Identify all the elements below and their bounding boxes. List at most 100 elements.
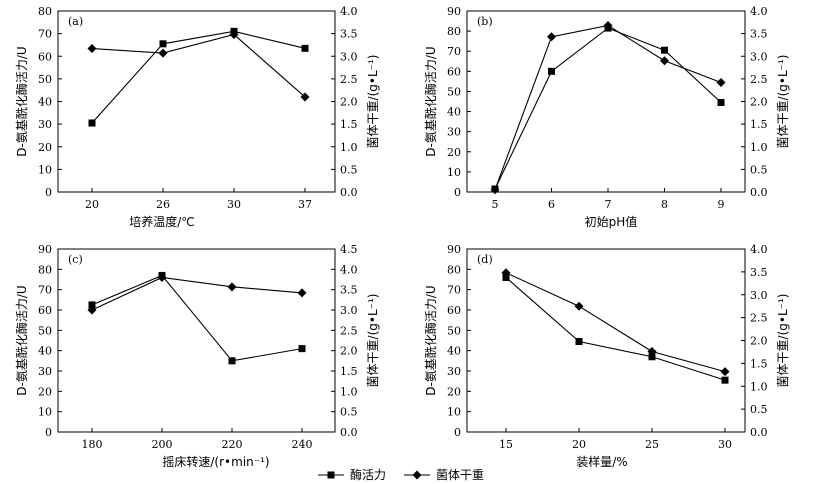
right-tick-label: 3.0: [340, 50, 358, 63]
right-tick-label: 4.0: [340, 263, 358, 276]
left-tick-label: 40: [38, 96, 52, 109]
legend-biomass-label: 菌体干重: [436, 468, 484, 482]
series-line-biomass: [494, 24, 722, 190]
panel-label: (c): [68, 253, 83, 266]
left-tick-label: 60: [447, 304, 461, 317]
x-tick-label: 9: [718, 198, 725, 211]
right-tick-label: 3.0: [750, 50, 768, 63]
left-tick-label: 30: [447, 126, 461, 139]
x-tick-label: 6: [548, 198, 555, 211]
right-tick-label: 3.5: [750, 266, 768, 279]
biomass-point: [660, 56, 669, 66]
right-tick-label: 4.0: [750, 243, 768, 256]
left-tick-label: 30: [38, 365, 52, 378]
biomass-point: [647, 346, 657, 356]
x-axis-label: 初始pH值: [585, 214, 638, 229]
left-tick-label: 0: [454, 186, 461, 199]
enzyme-point: [575, 338, 583, 346]
enzyme-point: [298, 345, 306, 353]
panel-c: 0 10 20 30 40 50 60 70 80 90 0.0 0.5 1.0 1.5 2.0 2.5 3.0…: [14, 243, 380, 469]
series-line-enzyme: [91, 30, 306, 124]
right-tick-label: 3.5: [750, 28, 768, 41]
enzyme-point: [502, 273, 510, 281]
right-tick-label: 0.5: [340, 406, 358, 419]
left-tick-label: 70: [447, 284, 461, 297]
left-tick-label: 10: [38, 163, 52, 176]
legend-enzyme-marker: [327, 471, 335, 479]
plot-frame: [57, 248, 336, 433]
x-tick-label: 7: [605, 198, 612, 211]
legend-enzyme-label: 酶活力: [350, 467, 386, 482]
left-tick-label: 50: [447, 324, 461, 337]
right-tick-label: 1.0: [750, 141, 768, 154]
legend-biomass-marker: [412, 470, 422, 480]
legend: 酶活力 菌体干重: [318, 467, 484, 482]
plot-frame: [466, 10, 746, 193]
left-tick-label: 80: [447, 25, 461, 38]
biomass-point: [87, 305, 97, 315]
series-line-enzyme: [494, 27, 722, 190]
left-tick-label: 20: [447, 385, 461, 398]
panel-b: 0 10 20 30 40 50 60 70 80 90 0.0 0.5 1.0 1.5 2.0 2.5 3.0…: [423, 5, 790, 229]
x-tick-label: 20: [572, 438, 586, 451]
right-tick-label: 1.0: [750, 380, 768, 393]
biomass-point: [87, 44, 97, 54]
enzyme-point: [648, 353, 656, 361]
left-tick-label: 80: [38, 263, 52, 276]
right-tick-label: 1.5: [750, 357, 768, 370]
x-tick-label: 240: [292, 438, 313, 451]
right-y-axis-label: 菌体干重/(g•L⁻¹): [366, 294, 380, 388]
left-y-axis-label: D-氨基酰化酶活力/U: [14, 46, 29, 156]
right-tick-label: 3.5: [340, 284, 358, 297]
x-tick-label: 37: [298, 198, 312, 211]
series-line-enzyme: [505, 277, 726, 381]
right-tick-label: 1.5: [340, 365, 358, 378]
left-tick-label: 60: [38, 304, 52, 317]
left-tick-label: 20: [38, 385, 52, 398]
left-tick-label: 90: [38, 243, 52, 256]
series-line-biomass: [91, 276, 303, 311]
left-tick-label: 0: [45, 426, 52, 439]
right-tick-label: 1.5: [340, 118, 358, 131]
left-tick-label: 30: [447, 365, 461, 378]
enzyme-point: [661, 46, 668, 54]
left-tick-label: 50: [447, 85, 461, 98]
right-tick-label: 2.0: [750, 335, 768, 348]
left-tick-label: 0: [45, 186, 52, 199]
biomass-point: [501, 268, 511, 278]
biomass-point: [574, 301, 584, 311]
left-tick-label: 60: [447, 65, 461, 78]
biomass-point: [720, 367, 730, 377]
enzyme-point: [721, 376, 729, 384]
right-tick-label: 0.0: [750, 186, 768, 199]
right-tick-label: 0.5: [340, 163, 358, 176]
left-tick-label: 70: [38, 28, 52, 41]
biomass-point: [229, 30, 239, 40]
right-tick-label: 3.5: [340, 28, 358, 41]
right-tick-label: 3.0: [340, 304, 358, 317]
enzyme-point: [88, 301, 96, 309]
right-tick-label: 2.5: [340, 73, 358, 86]
left-tick-label: 30: [38, 118, 52, 131]
right-y-axis-label: 菌体干重/(g•L⁻¹): [776, 55, 790, 149]
left-tick-label: 70: [38, 284, 52, 297]
panel-label: (d): [477, 253, 493, 266]
left-tick-label: 50: [38, 73, 52, 86]
biomass-point: [297, 288, 307, 298]
right-tick-label: 4.5: [340, 243, 358, 256]
right-tick-label: 3.0: [750, 289, 768, 302]
right-tick-label: 2.0: [750, 96, 768, 109]
enzyme-point: [301, 44, 309, 52]
series-line-enzyme: [91, 274, 303, 362]
left-tick-label: 80: [447, 263, 461, 276]
x-tick-label: 5: [492, 198, 499, 211]
left-tick-label: 40: [38, 345, 52, 358]
right-tick-label: 2.5: [340, 324, 358, 337]
x-tick-label: 30: [718, 438, 732, 451]
x-axis-label: 装样量/%: [576, 454, 627, 469]
enzyme-point: [548, 67, 555, 75]
left-tick-label: 70: [447, 45, 461, 58]
series-line-biomass: [91, 33, 306, 98]
left-y-axis-label: D-氨基酰化酶活力/U: [423, 285, 438, 395]
